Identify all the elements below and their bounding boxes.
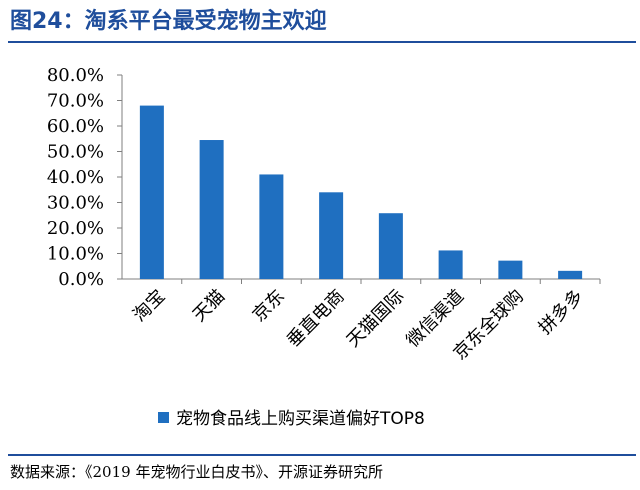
bar (259, 174, 284, 279)
y-tick-label: 20.0% (47, 218, 104, 239)
x-tick-label: 天猫国际 (343, 286, 409, 352)
x-tick-label: 京东 (249, 286, 289, 326)
bar (498, 260, 523, 279)
bar (438, 250, 463, 279)
y-tick-label: 40.0% (47, 167, 104, 188)
bar (378, 213, 403, 279)
bars (139, 105, 583, 279)
y-tick-label: 30.0% (47, 193, 104, 214)
bar-chart: 0.0% 10.0% 20.0% 30.0% 40.0% 50.0% 60.0% 70.0% 8… (47, 65, 601, 429)
bar (319, 192, 344, 279)
x-tick-label: 淘宝 (129, 286, 169, 326)
x-tick-label: 拼多多 (535, 286, 588, 339)
figure-title: 图24：淘系平台最受宠物主欢迎 (10, 9, 327, 34)
y-axis: 0.0% 10.0% 20.0% 30.0% 40.0% 50.0% 60.0% 70.0% 8… (47, 65, 600, 290)
legend-swatch (158, 412, 169, 423)
source-divider (8, 454, 636, 456)
y-tick-label: 0.0% (58, 269, 104, 290)
y-tick-label: 80.0% (47, 65, 104, 86)
bar (139, 105, 164, 279)
legend-label: 宠物食品线上购买渠道偏好TOP8 (176, 409, 425, 429)
x-tick-label: 垂直电商 (283, 286, 349, 352)
y-tick-label: 70.0% (47, 91, 104, 112)
y-tick-label: 60.0% (47, 116, 104, 137)
bar (558, 270, 583, 279)
source-note: 数据来源：《2019 年宠物行业白皮书》、开源证券研究所 (10, 463, 383, 481)
bar (199, 140, 224, 279)
title-divider (8, 41, 636, 43)
x-tick-label: 天猫 (189, 286, 229, 326)
y-tick-label: 50.0% (47, 142, 104, 163)
y-tick-label: 10.0% (47, 244, 104, 265)
legend: 宠物食品线上购买渠道偏好TOP8 (158, 409, 425, 429)
